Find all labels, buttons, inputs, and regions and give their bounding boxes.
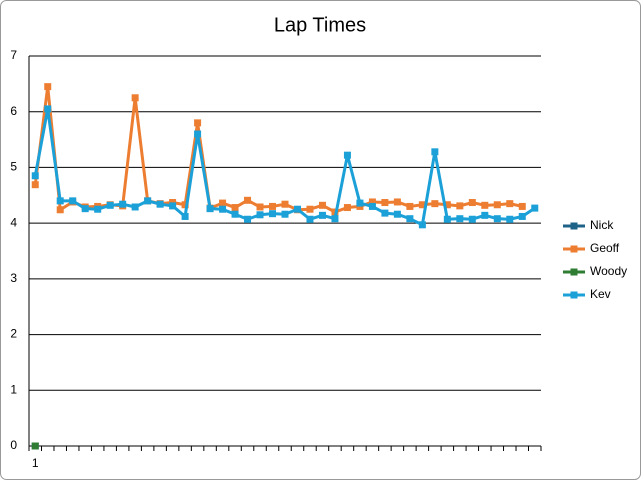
point [194,119,202,127]
point [44,83,52,91]
point [219,199,227,207]
point [431,200,439,208]
point [318,211,326,219]
point [418,201,426,209]
point [368,198,376,206]
point [393,210,401,218]
point [69,197,77,205]
point [381,199,389,207]
point [56,197,64,205]
point [418,221,426,229]
point [368,202,376,210]
point [119,200,127,208]
point [219,205,227,213]
point [468,215,476,223]
y-tick-label: 3 [10,271,17,285]
point [81,205,89,213]
point [56,206,64,214]
point [493,201,501,209]
point [518,212,526,220]
point [31,181,39,189]
point [306,215,314,223]
point [181,212,189,220]
y-tick-label: 2 [10,327,17,341]
y-tick-label: 6 [10,104,17,118]
point [343,204,351,212]
point [231,210,239,218]
point [506,215,514,223]
point [531,204,539,212]
point [31,442,39,450]
point [281,210,289,218]
legend-marker [570,268,578,276]
point [244,215,252,223]
point [343,151,351,159]
legend-label: Nick [590,218,614,232]
point [131,203,139,211]
legend-marker [570,245,578,253]
point [256,203,264,211]
point [481,211,489,219]
point [356,199,364,207]
point [331,215,339,223]
point [106,201,114,209]
point [269,202,277,210]
legend-label: Geoff [590,241,620,255]
point [231,204,239,212]
legend-marker [570,291,578,299]
legend-label: Woody [590,264,627,278]
y-tick-label: 0 [10,438,17,452]
point [468,199,476,207]
point [443,215,451,223]
point [94,205,102,213]
point [194,130,202,138]
point [169,202,177,210]
y-tick-label: 4 [10,215,17,229]
y-tick-label: 7 [10,48,17,62]
point [144,197,152,205]
point [281,200,289,208]
point [306,205,314,213]
legend-marker [570,222,578,230]
point [456,202,464,210]
point [481,201,489,209]
y-tick-label: 5 [10,160,17,174]
point [206,205,214,213]
legend-label: Kev [590,287,611,301]
x-tick-label: 1 [32,456,39,470]
point [518,202,526,210]
point [493,215,501,223]
chart-title: Lap Times [274,14,366,36]
y-tick-label: 1 [10,382,17,396]
point [44,105,52,113]
point [31,172,39,180]
point [156,200,164,208]
point [431,148,439,156]
point [131,94,139,102]
point [506,200,514,208]
point [456,215,464,223]
point [256,211,264,219]
point [181,201,189,209]
point [443,201,451,209]
point [293,205,301,213]
point [318,201,326,209]
point [381,209,389,217]
point [244,196,252,204]
point [406,202,414,210]
point [269,210,277,218]
point [406,215,414,223]
point [393,198,401,206]
